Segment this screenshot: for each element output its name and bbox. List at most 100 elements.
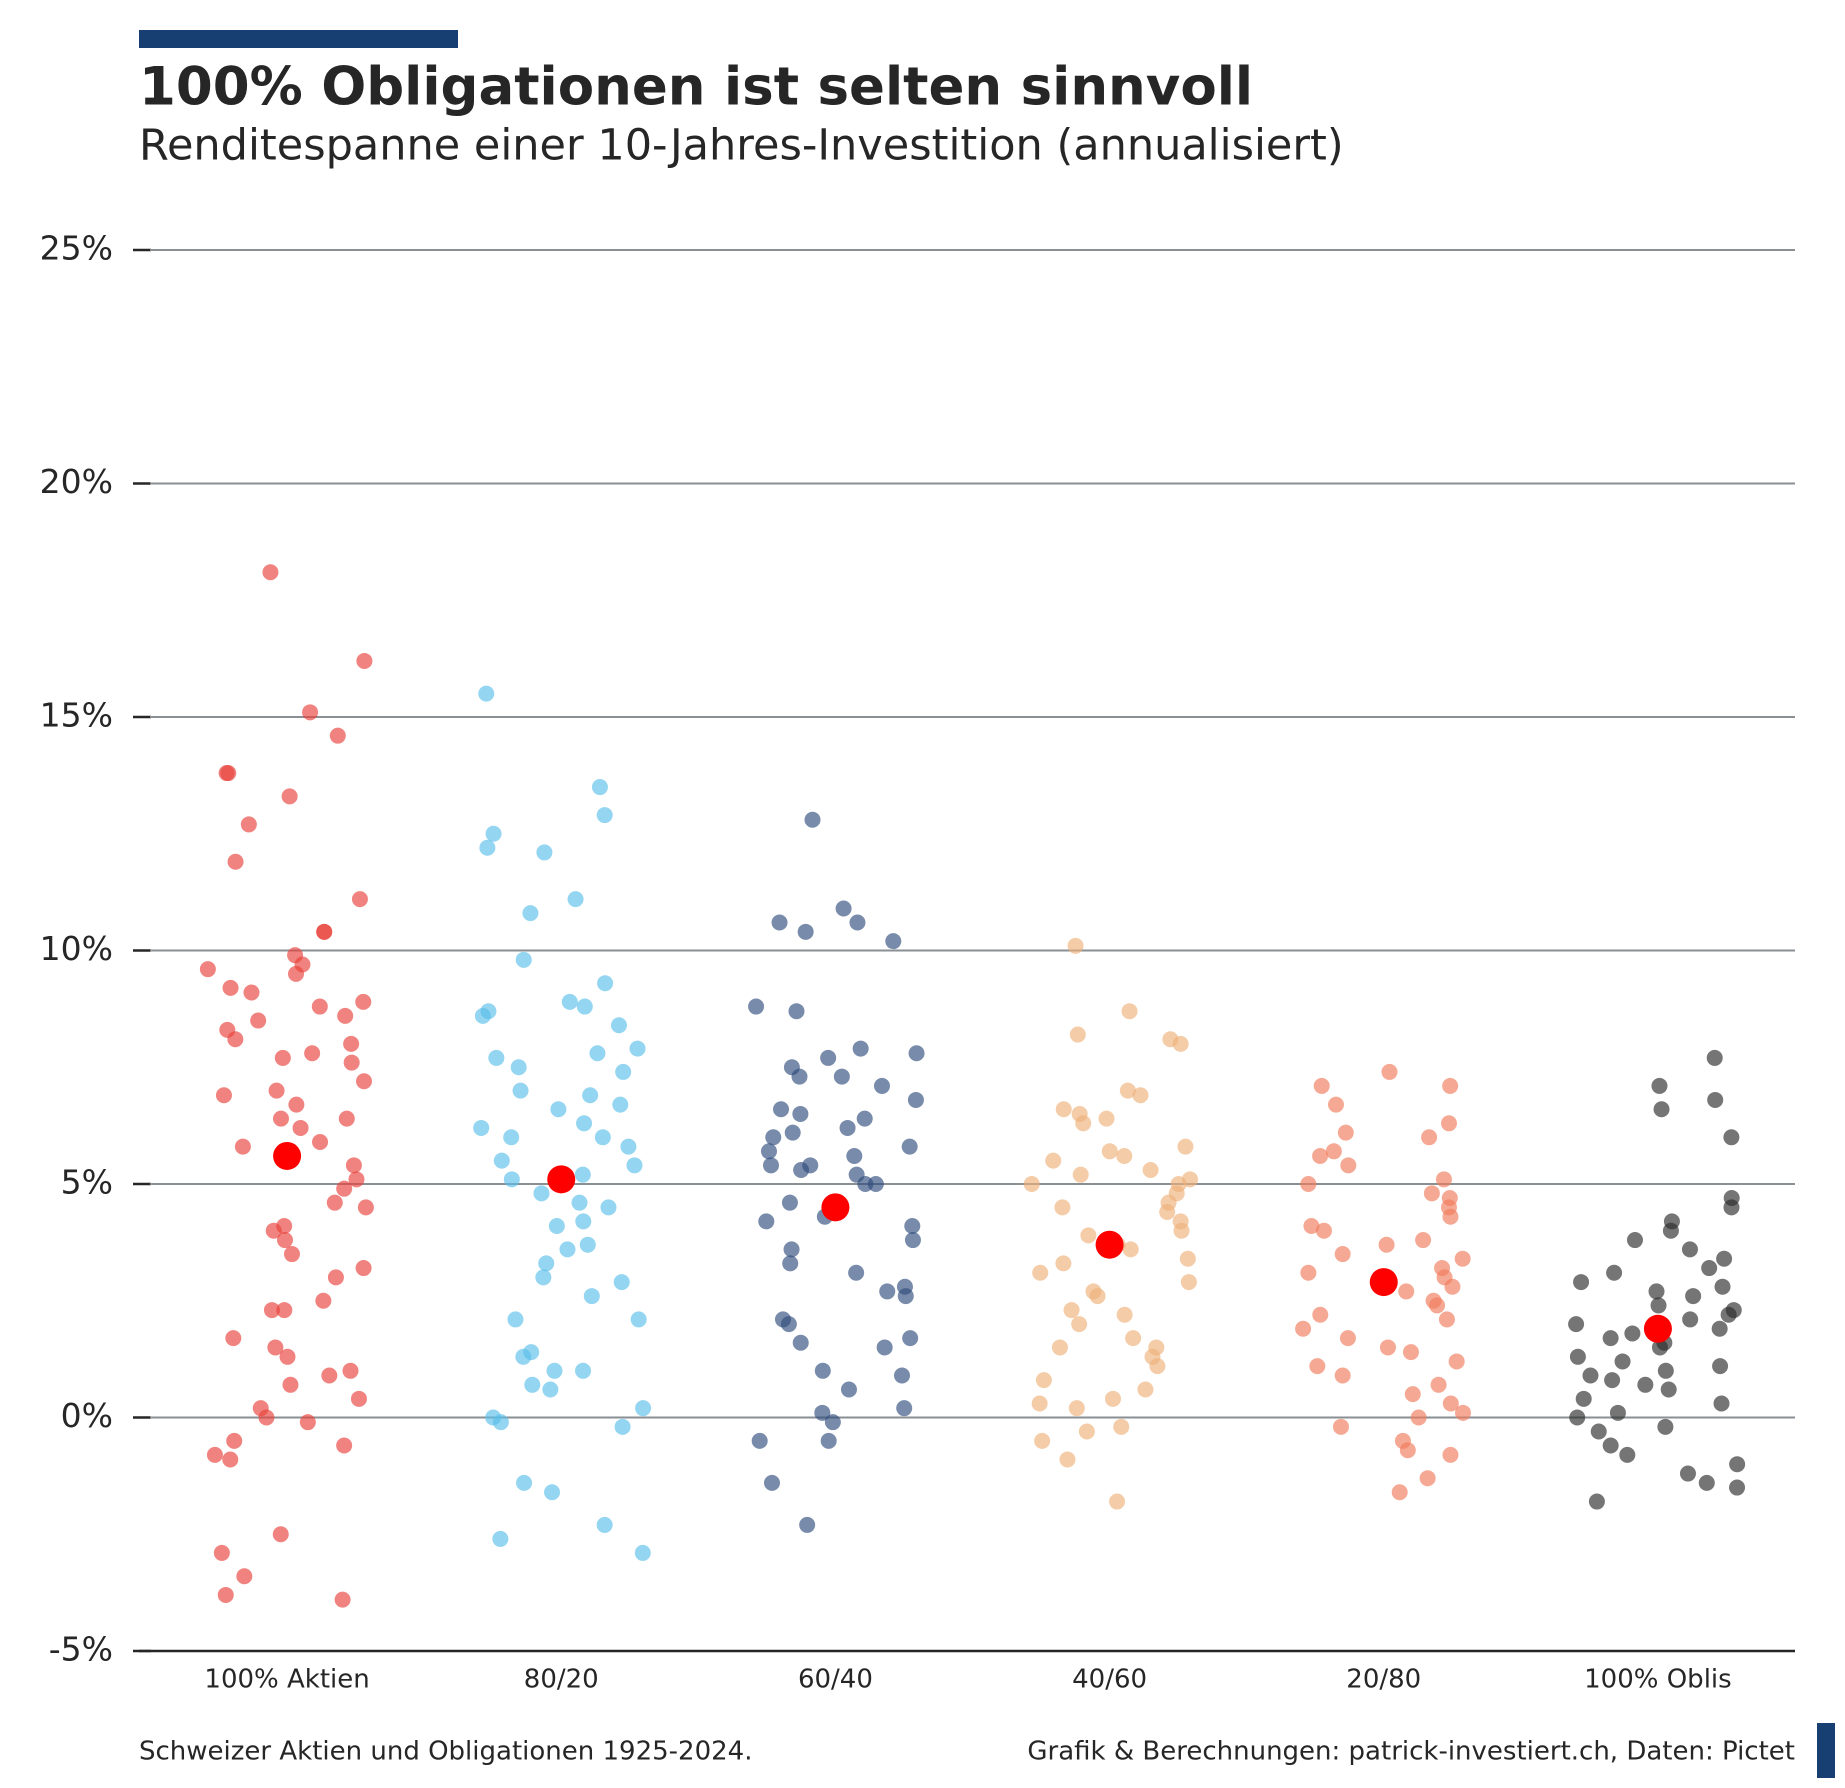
data-point [1729,1479,1746,1496]
data-point [1626,1232,1643,1249]
data-point [1023,1176,1040,1192]
data-point [559,1241,576,1258]
data-point [262,564,279,581]
data-point [1116,1306,1133,1323]
data-point [1402,1344,1419,1361]
data-point [1334,1367,1351,1384]
data-point [548,1218,565,1235]
data-point [1698,1474,1715,1491]
data-point [1119,1082,1136,1099]
y-tick-label: -5% [49,1630,113,1669]
data-point [1312,1306,1329,1323]
data-point [1602,1437,1619,1454]
x-tick-label: 100% Aktien [204,1665,369,1695]
data-point [1410,1409,1427,1426]
data-point [1159,1204,1176,1221]
data-point [1438,1311,1455,1328]
data-point [1334,1246,1351,1263]
data-point [1067,937,1084,954]
data-point [1588,1493,1605,1510]
data-point [1569,1348,1586,1365]
credit-note: Grafik & Berechnungen: patrick-investier… [1027,1737,1795,1767]
data-point [1442,1208,1459,1225]
data-point [510,1059,527,1076]
data-point [783,1241,800,1258]
data-point [1444,1278,1461,1295]
data-point [343,1035,360,1052]
data-point [355,1260,372,1277]
data-point [493,1152,510,1169]
data-point [507,1311,524,1328]
x-tick-label: 60/40 [798,1665,873,1695]
data-point [1072,1166,1089,1183]
data-point [243,984,260,1001]
data-point [781,1194,798,1211]
data-point [276,1232,293,1249]
data-point [901,1138,918,1155]
data-point [1177,1138,1194,1155]
data-point [1448,1353,1465,1370]
data-point [337,1007,354,1024]
data-point [315,1292,332,1309]
data-point [579,1236,596,1253]
data-point [225,1330,242,1347]
data-point [355,993,372,1010]
data-point [522,905,539,922]
data-point [265,1222,282,1239]
data-point [1573,1274,1590,1291]
mean-point [1095,1230,1124,1259]
data-point [908,1045,925,1062]
data-point [474,1007,491,1024]
data-point [1378,1236,1395,1253]
data-point [267,1339,284,1356]
data-point [515,1348,532,1365]
data-point [274,1049,291,1066]
data-point [1430,1376,1447,1393]
data-point [329,727,346,744]
data-point [596,807,613,824]
data-point [1614,1353,1631,1370]
data-point [1325,1143,1342,1160]
data-point [1701,1260,1718,1277]
data-point [1149,1358,1166,1375]
data-point [1729,1456,1746,1473]
data-point [1179,1250,1196,1267]
data-point [1113,1418,1130,1435]
data-point [516,1474,533,1491]
data-point [281,788,298,805]
data-point [626,1157,643,1174]
data-point [1429,1297,1446,1314]
y-tick-label: 0% [61,1396,113,1435]
data-point [503,1171,520,1188]
chart-title: 100% Obligationen ist selten sinnvoll [139,57,1253,118]
data-point [272,1110,289,1127]
data-point [575,1213,592,1230]
mean-point [1369,1268,1398,1297]
data-point [336,1180,353,1197]
data-point [338,1110,355,1127]
data-point [1660,1381,1677,1398]
data-point [1419,1470,1436,1487]
data-point [492,1414,509,1431]
data-point [589,1045,606,1062]
data-point [348,1171,365,1188]
y-tick-label: 20% [40,462,113,501]
data-point [574,1166,591,1183]
data-point [1300,1176,1317,1192]
data-point [635,1400,652,1417]
data-point [876,1339,893,1356]
data-point [1609,1404,1626,1421]
data-point [1442,1077,1459,1094]
data-point [856,1110,873,1127]
data-point [1399,1442,1416,1459]
data-point [215,1087,232,1104]
data-point [351,891,368,908]
data-point [634,1544,651,1561]
data-point [1653,1101,1670,1118]
data-point [302,704,319,721]
data-point [780,1316,797,1333]
data-point [620,1138,637,1155]
data-point [334,1591,351,1608]
source-note: Schweizer Aktien und Obligationen 1925-2… [139,1737,752,1767]
data-point [473,1119,490,1136]
